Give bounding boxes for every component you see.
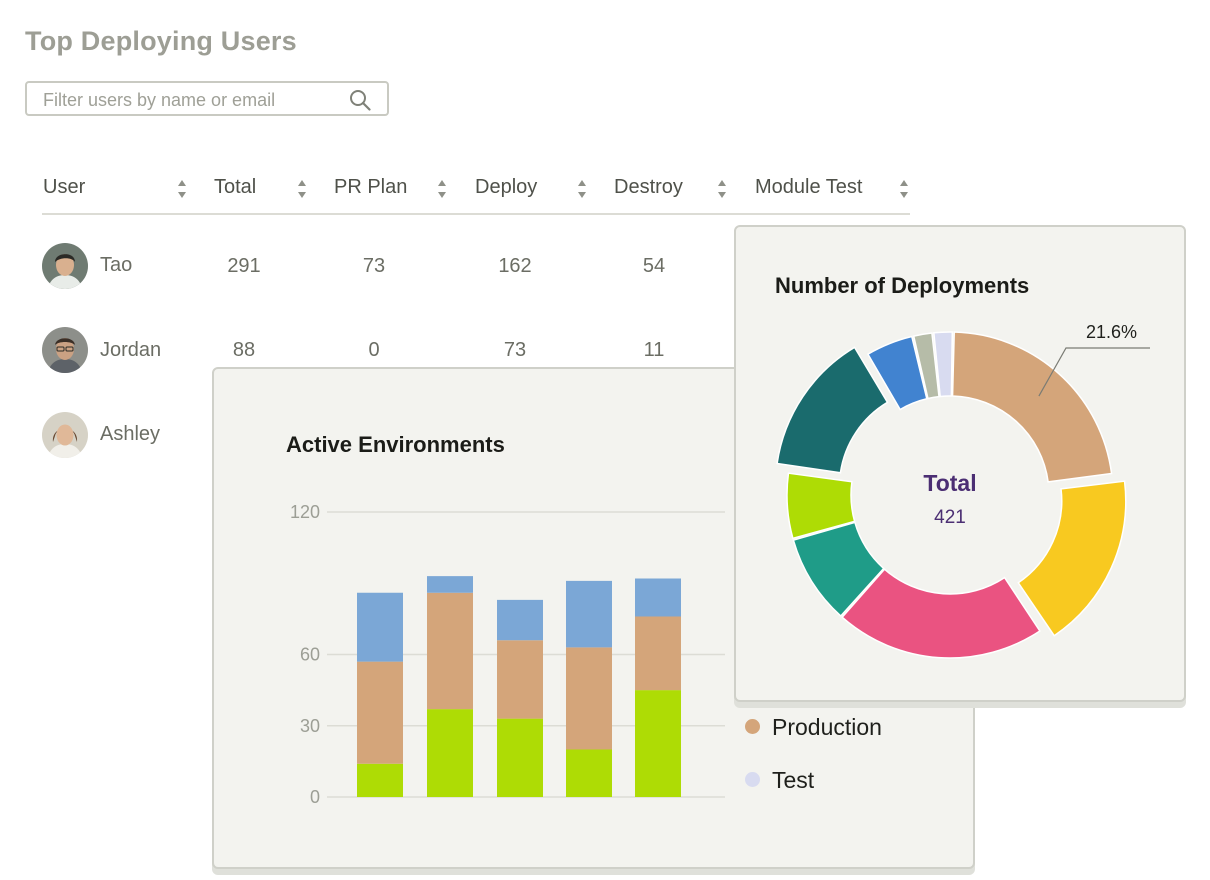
- bar-segment[interactable]: [566, 647, 612, 750]
- y-tick-label: 0: [310, 787, 320, 807]
- total-cell: 291: [227, 255, 261, 277]
- user-name: Tao: [100, 254, 133, 276]
- destroy-cell: 11: [643, 339, 665, 361]
- donut-slice[interactable]: [792, 521, 885, 618]
- y-tick-label: 60: [300, 645, 320, 665]
- column-header-destroy[interactable]: Destroy: [614, 176, 683, 198]
- donut-slice[interactable]: [786, 472, 856, 540]
- legend-label-test: Test: [772, 767, 815, 793]
- sort-icon[interactable]: [177, 178, 187, 200]
- user-avatar: [42, 327, 88, 373]
- bar-segment[interactable]: [566, 580, 612, 648]
- legend-label-production: Production: [772, 714, 882, 740]
- donut-center-label: Total: [923, 470, 977, 496]
- donut-slice[interactable]: [1017, 480, 1127, 637]
- legend-swatch-test: [745, 772, 760, 787]
- bar-segment[interactable]: [357, 661, 403, 764]
- bar-segment[interactable]: [497, 640, 543, 719]
- bar-segment[interactable]: [357, 592, 403, 662]
- page-title: Top Deploying Users: [25, 26, 297, 56]
- total-cell: 88: [232, 339, 256, 361]
- callout-line: [1038, 347, 1150, 397]
- bar-segment[interactable]: [497, 599, 543, 641]
- column-header-deploy[interactable]: Deploy: [475, 176, 538, 198]
- sort-icon[interactable]: [717, 178, 727, 200]
- donut-chart: [776, 331, 1150, 659]
- deploy-cell: 162: [498, 255, 532, 277]
- column-header-total[interactable]: Total: [214, 176, 257, 198]
- user-avatar: [42, 243, 88, 289]
- sort-icon[interactable]: [899, 178, 909, 200]
- bar-segment[interactable]: [427, 709, 473, 797]
- sort-icon[interactable]: [577, 178, 587, 200]
- bar-segment[interactable]: [357, 763, 403, 797]
- user-name: Ashley: [100, 423, 161, 445]
- pr-plan-cell: 73: [362, 255, 386, 277]
- search-box[interactable]: [25, 81, 389, 116]
- column-header-user[interactable]: User: [43, 176, 86, 198]
- sort-icon[interactable]: [437, 178, 447, 200]
- column-header-pr-plan[interactable]: PR Plan: [334, 176, 408, 198]
- search-icon[interactable]: [349, 89, 371, 111]
- user-avatar: [42, 412, 88, 458]
- bar-chart: 0 30 60 120: [290, 502, 725, 807]
- user-name: Jordan: [100, 339, 162, 361]
- bar-segment[interactable]: [497, 718, 543, 797]
- card-title: Active Environments: [286, 432, 505, 457]
- y-tick-label: 120: [290, 502, 320, 522]
- donut-slice[interactable]: [841, 568, 1041, 659]
- column-header-module-test[interactable]: Module Test: [755, 176, 863, 198]
- donut-slice[interactable]: [776, 346, 889, 474]
- sort-icon[interactable]: [297, 178, 307, 200]
- donut-slice[interactable]: [951, 331, 1113, 483]
- bar-segment[interactable]: [635, 616, 681, 691]
- slice-percentage-label: 21.6%: [1086, 322, 1138, 342]
- card-title: Number of Deployments: [775, 273, 1030, 298]
- donut-slice[interactable]: [912, 332, 940, 400]
- donut-center-value: 421: [934, 507, 966, 528]
- legend-swatch-production: [745, 719, 760, 734]
- donut-slice[interactable]: [866, 335, 928, 411]
- deploy-cell: 73: [503, 339, 527, 361]
- donut-slice[interactable]: [933, 331, 954, 398]
- y-tick-label: 30: [300, 716, 320, 736]
- search-input[interactable]: [41, 87, 335, 113]
- bar-segment[interactable]: [635, 578, 681, 617]
- deployments-card: Number of Deployments Total 421 21.6%: [734, 225, 1186, 702]
- bar-segment[interactable]: [427, 576, 473, 593]
- table-header-divider: [42, 213, 910, 215]
- bar-segment[interactable]: [427, 592, 473, 710]
- destroy-cell: 54: [642, 255, 666, 277]
- bar-segment[interactable]: [635, 690, 681, 797]
- bar-segment[interactable]: [566, 749, 612, 798]
- pr-plan-cell: 0: [368, 339, 380, 361]
